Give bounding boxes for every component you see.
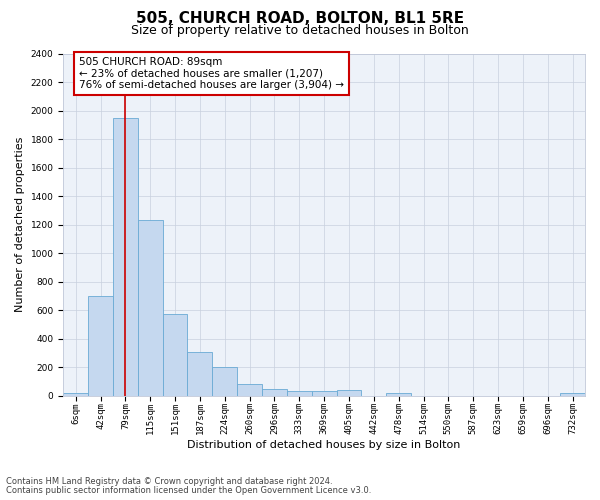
Text: 505 CHURCH ROAD: 89sqm
← 23% of detached houses are smaller (1,207)
76% of semi-: 505 CHURCH ROAD: 89sqm ← 23% of detached… <box>79 57 344 90</box>
Y-axis label: Number of detached properties: Number of detached properties <box>15 137 25 312</box>
Text: Size of property relative to detached houses in Bolton: Size of property relative to detached ho… <box>131 24 469 37</box>
Bar <box>187 352 212 396</box>
Text: Contains public sector information licensed under the Open Government Licence v3: Contains public sector information licen… <box>6 486 371 495</box>
Bar <box>138 220 163 396</box>
Bar <box>312 391 337 396</box>
Bar <box>560 393 585 396</box>
Bar <box>163 314 187 396</box>
Bar <box>88 296 113 396</box>
Bar <box>237 384 262 396</box>
Bar <box>113 118 138 396</box>
Text: Contains HM Land Registry data © Crown copyright and database right 2024.: Contains HM Land Registry data © Crown c… <box>6 477 332 486</box>
Bar <box>287 391 312 396</box>
Bar <box>262 389 287 396</box>
Bar <box>337 390 361 396</box>
Bar <box>63 393 88 396</box>
Bar <box>386 393 411 396</box>
Bar <box>212 368 237 396</box>
X-axis label: Distribution of detached houses by size in Bolton: Distribution of detached houses by size … <box>187 440 461 450</box>
Text: 505, CHURCH ROAD, BOLTON, BL1 5RE: 505, CHURCH ROAD, BOLTON, BL1 5RE <box>136 11 464 26</box>
